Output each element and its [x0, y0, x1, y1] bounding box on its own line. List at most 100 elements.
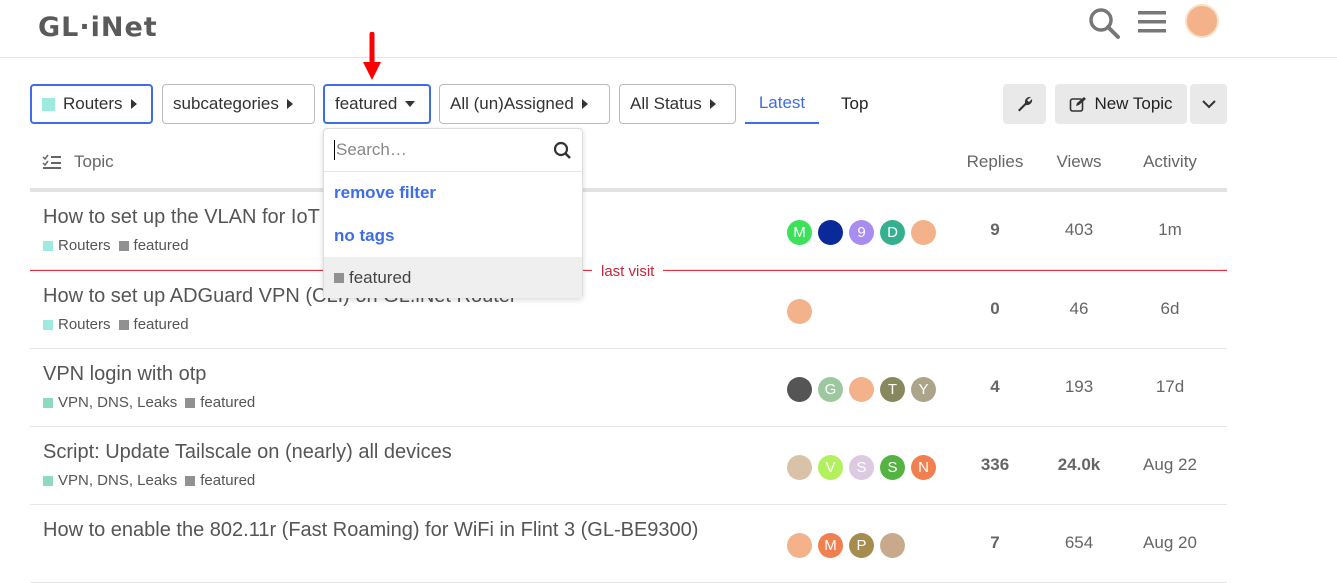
tag-swatch	[334, 272, 344, 283]
views-count: 46	[1069, 299, 1089, 318]
topic-tag[interactable]: VPN, DNS, Leaks	[43, 472, 177, 489]
topic-row: How to set up the VLAN for IoT Routers fe…	[30, 192, 1227, 270]
tag-swatch	[118, 319, 129, 330]
views-count: 403	[1064, 220, 1094, 239]
featured-option[interactable]: featured	[324, 257, 582, 298]
activity-time[interactable]: 6d	[1160, 299, 1180, 318]
assigned-label: All (un)Assigned	[450, 94, 574, 113]
list-check-icon	[42, 154, 61, 169]
avatar[interactable]	[880, 533, 905, 558]
avatar[interactable]: G	[818, 377, 843, 402]
topic-tag[interactable]: VPN, DNS, Leaks	[43, 394, 177, 411]
topic-row: Script: Update Tailscale on (nearly) all…	[30, 427, 1227, 505]
avatar[interactable]: S	[880, 455, 905, 480]
views-count: 654	[1064, 533, 1094, 552]
avatar[interactable]	[849, 377, 874, 402]
topic-tag[interactable]: featured	[118, 316, 189, 333]
status-filter[interactable]: All Status	[619, 84, 736, 124]
tag-name: featured	[133, 316, 189, 333]
menu-icon[interactable]	[1138, 9, 1166, 35]
tag-name: Routers	[58, 316, 111, 333]
replies-count: 4	[990, 377, 1000, 396]
tag-swatch	[185, 397, 196, 408]
topic-title[interactable]: How to set up the VLAN for IoT	[43, 206, 320, 228]
avatar[interactable]	[787, 455, 812, 480]
header-views[interactable]: Views	[1056, 152, 1102, 171]
avatar[interactable]: V	[818, 455, 843, 480]
header-replies[interactable]: Replies	[966, 152, 1024, 171]
tab-top[interactable]: Top	[841, 94, 869, 113]
tag-filter[interactable]: featured	[323, 84, 431, 124]
replies-count: 0	[990, 299, 1000, 318]
header-activity[interactable]: Activity	[1143, 152, 1197, 171]
new-topic-button[interactable]: New Topic	[1055, 84, 1187, 124]
avatar[interactable]: M	[818, 533, 843, 558]
new-topic-label: New Topic	[1094, 94, 1173, 113]
topic-row: How to enable the 802.11r (Fast Roaming)…	[30, 505, 1227, 583]
remove-filter-option[interactable]: remove filter	[334, 182, 437, 202]
avatar[interactable]	[787, 377, 812, 402]
caret-down-icon	[405, 101, 416, 107]
header-topic[interactable]: Topic	[74, 152, 114, 171]
topic-title[interactable]: How to enable the 802.11r (Fast Roaming)…	[43, 519, 699, 541]
avatar[interactable]: N	[911, 455, 936, 480]
avatar[interactable]	[818, 220, 843, 245]
tag-name: featured	[133, 237, 189, 254]
search-placeholder: Search…	[334, 140, 407, 160]
replies-count: 9	[990, 220, 1000, 239]
topic-tag[interactable]: featured	[185, 472, 255, 489]
topic-tags: VPN, DNS, Leaks featured	[43, 394, 255, 411]
avatar[interactable]: Y	[911, 377, 936, 402]
topic-title[interactable]: Script: Update Tailscale on (nearly) all…	[43, 441, 452, 463]
avatar[interactable]: D	[880, 220, 905, 245]
tag-swatch	[43, 240, 53, 251]
avatar[interactable]	[787, 299, 812, 324]
category-filter[interactable]: Routers	[30, 84, 153, 124]
tab-latest[interactable]: Latest	[745, 84, 819, 124]
activity-time[interactable]: 17d	[1155, 377, 1185, 396]
views-count: 193	[1064, 377, 1094, 396]
topic-tag[interactable]: featured	[185, 394, 255, 411]
chevron-down-icon	[1201, 100, 1216, 109]
avatar[interactable]: S	[849, 455, 874, 480]
avatar[interactable]: T	[880, 377, 905, 402]
create-menu-button[interactable]	[1190, 84, 1227, 124]
activity-time[interactable]: 1m	[1158, 220, 1182, 239]
site-header: GL·iNet	[0, 0, 1337, 58]
avatar[interactable]: 9	[849, 220, 874, 245]
activity-time[interactable]: Aug 22	[1143, 455, 1197, 474]
caret-right-icon	[581, 99, 588, 109]
avatar[interactable]: P	[849, 533, 874, 558]
activity-time[interactable]: Aug 20	[1143, 533, 1197, 552]
subcategories-label: subcategories	[173, 94, 279, 113]
replies-count: 7	[990, 533, 1000, 552]
tag-name: featured	[200, 394, 256, 411]
topic-tags: Routers featured	[43, 316, 189, 333]
subcategories-filter[interactable]: subcategories	[162, 84, 315, 124]
no-tags-option[interactable]: no tags	[334, 225, 395, 245]
topic-tag[interactable]: Routers	[43, 316, 111, 333]
topic-title[interactable]: VPN login with otp	[43, 363, 207, 385]
topic-tag[interactable]: Routers	[43, 237, 111, 254]
last-visit-label: last visit	[592, 263, 664, 280]
search-icon[interactable]	[1087, 6, 1121, 40]
avatar[interactable]	[911, 220, 936, 245]
tag-swatch	[43, 475, 53, 486]
logo[interactable]: GL·iNet	[38, 12, 158, 43]
search-icon	[553, 141, 571, 159]
topic-tag[interactable]: featured	[118, 237, 189, 254]
assigned-filter[interactable]: All (un)Assigned	[439, 84, 610, 124]
category-label: Routers	[63, 94, 123, 113]
status-label: All Status	[630, 94, 702, 113]
user-avatar[interactable]	[1185, 4, 1219, 38]
tag-swatch	[43, 397, 53, 408]
avatar[interactable]	[787, 533, 812, 558]
wrench-button[interactable]	[1003, 84, 1046, 124]
tag-search-input[interactable]: Search…	[324, 129, 582, 172]
tag-name: VPN, DNS, Leaks	[58, 472, 178, 489]
avatar[interactable]: M	[787, 220, 812, 245]
tag-swatch	[185, 475, 196, 486]
